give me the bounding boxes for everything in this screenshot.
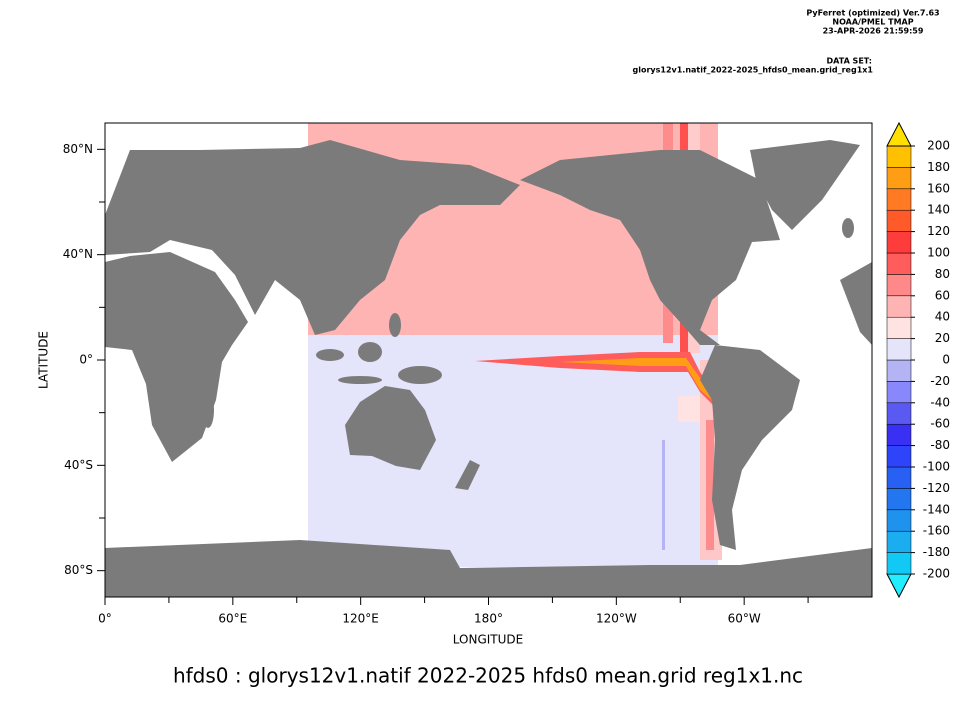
colorbar-box	[886, 252, 912, 275]
colorbar-label: 60	[935, 288, 950, 302]
x-tick-label: 120°E	[342, 612, 379, 626]
colorbar-box	[886, 530, 912, 553]
colorbar-label: -60	[930, 417, 950, 431]
colorbar-label: -100	[923, 460, 950, 474]
header-line: 23-APR-2026 21:59:59	[823, 27, 924, 36]
land	[105, 140, 520, 335]
colorbar-label: -20	[930, 374, 950, 388]
colorbar-box	[886, 488, 912, 511]
colorbar-label: 0	[942, 353, 950, 367]
land	[338, 376, 382, 384]
land	[842, 218, 854, 238]
y-tick-label: 40°S	[64, 458, 93, 472]
colorbar-box	[886, 359, 912, 382]
colorbar-label: 120	[927, 224, 950, 238]
land	[105, 540, 872, 597]
colorbar-box	[886, 231, 912, 254]
y-tick-label: 0°	[79, 353, 93, 367]
colorbar-label: 140	[927, 203, 950, 217]
colorbar-label: -40	[930, 395, 950, 409]
land	[345, 386, 436, 470]
colorbar-label: -140	[923, 502, 950, 516]
colorbar-box	[886, 423, 912, 446]
colorbar-box	[886, 552, 912, 575]
land	[398, 366, 442, 384]
land	[316, 349, 344, 361]
x-tick-label: 180°	[474, 612, 503, 626]
land	[105, 252, 248, 462]
colorbar-extension	[886, 573, 912, 599]
colorbar-box	[886, 274, 912, 297]
land	[750, 140, 860, 230]
chart-title: hfds0 : glorys12v1.natif 2022-2025 hfds0…	[173, 664, 803, 688]
land	[700, 345, 800, 550]
colorbar-label: 100	[927, 246, 950, 260]
colorbar-box	[886, 295, 912, 318]
field-region	[678, 396, 700, 422]
header-line: NOAA/PMEL TMAP	[832, 18, 913, 27]
land	[358, 342, 382, 362]
colorbar-box	[886, 316, 912, 339]
colorbar-box	[886, 338, 912, 361]
colorbar-box	[886, 381, 912, 404]
y-axis-label: LATITUDE	[37, 331, 51, 389]
land	[455, 460, 480, 490]
dataset-name: glorys12v1.natif_2022-2025_hfds0_mean.gr…	[633, 66, 874, 75]
colorbar-label: 160	[927, 181, 950, 195]
colorbar-label: -180	[923, 545, 950, 559]
colorbar-box	[886, 209, 912, 232]
land	[520, 150, 780, 345]
colorbar-box	[886, 445, 912, 468]
y-tick-label: 80°N	[63, 142, 93, 156]
colorbar-label: 40	[935, 310, 950, 324]
colorbar-box	[886, 188, 912, 211]
y-tick-label: 80°S	[64, 563, 93, 577]
header-line: PyFerret (optimized) Ver.7.63	[806, 9, 939, 18]
colorbar-label: -80	[930, 438, 950, 452]
y-tick-label: 40°N	[63, 247, 93, 261]
colorbar-label: -120	[923, 481, 950, 495]
x-tick-label: 120°W	[596, 612, 637, 626]
map-area	[105, 123, 872, 597]
colorbar-box	[886, 402, 912, 425]
colorbar-label: -160	[923, 524, 950, 538]
x-tick-label: 60°E	[218, 612, 247, 626]
colorbar-label: 80	[935, 267, 950, 281]
land	[202, 392, 214, 428]
colorbar-box	[886, 509, 912, 532]
land	[389, 313, 401, 337]
land	[840, 262, 872, 345]
colorbar-box	[886, 145, 912, 168]
field-region	[706, 420, 714, 550]
colorbar-label: 180	[927, 160, 950, 174]
colorbar-extension	[886, 121, 912, 147]
x-tick-label: 0°	[98, 612, 112, 626]
x-tick-label: 60°W	[728, 612, 761, 626]
colorbar-box	[886, 466, 912, 489]
colorbar-label: 200	[927, 139, 950, 153]
colorbar-box	[886, 167, 912, 190]
field-region	[662, 440, 665, 550]
field-region	[560, 358, 712, 400]
x-axis-label: LONGITUDE	[453, 633, 523, 647]
colorbar-label: -200	[923, 567, 950, 581]
dataset-label: DATA SET:	[827, 57, 872, 66]
colorbar-label: 20	[935, 331, 950, 345]
